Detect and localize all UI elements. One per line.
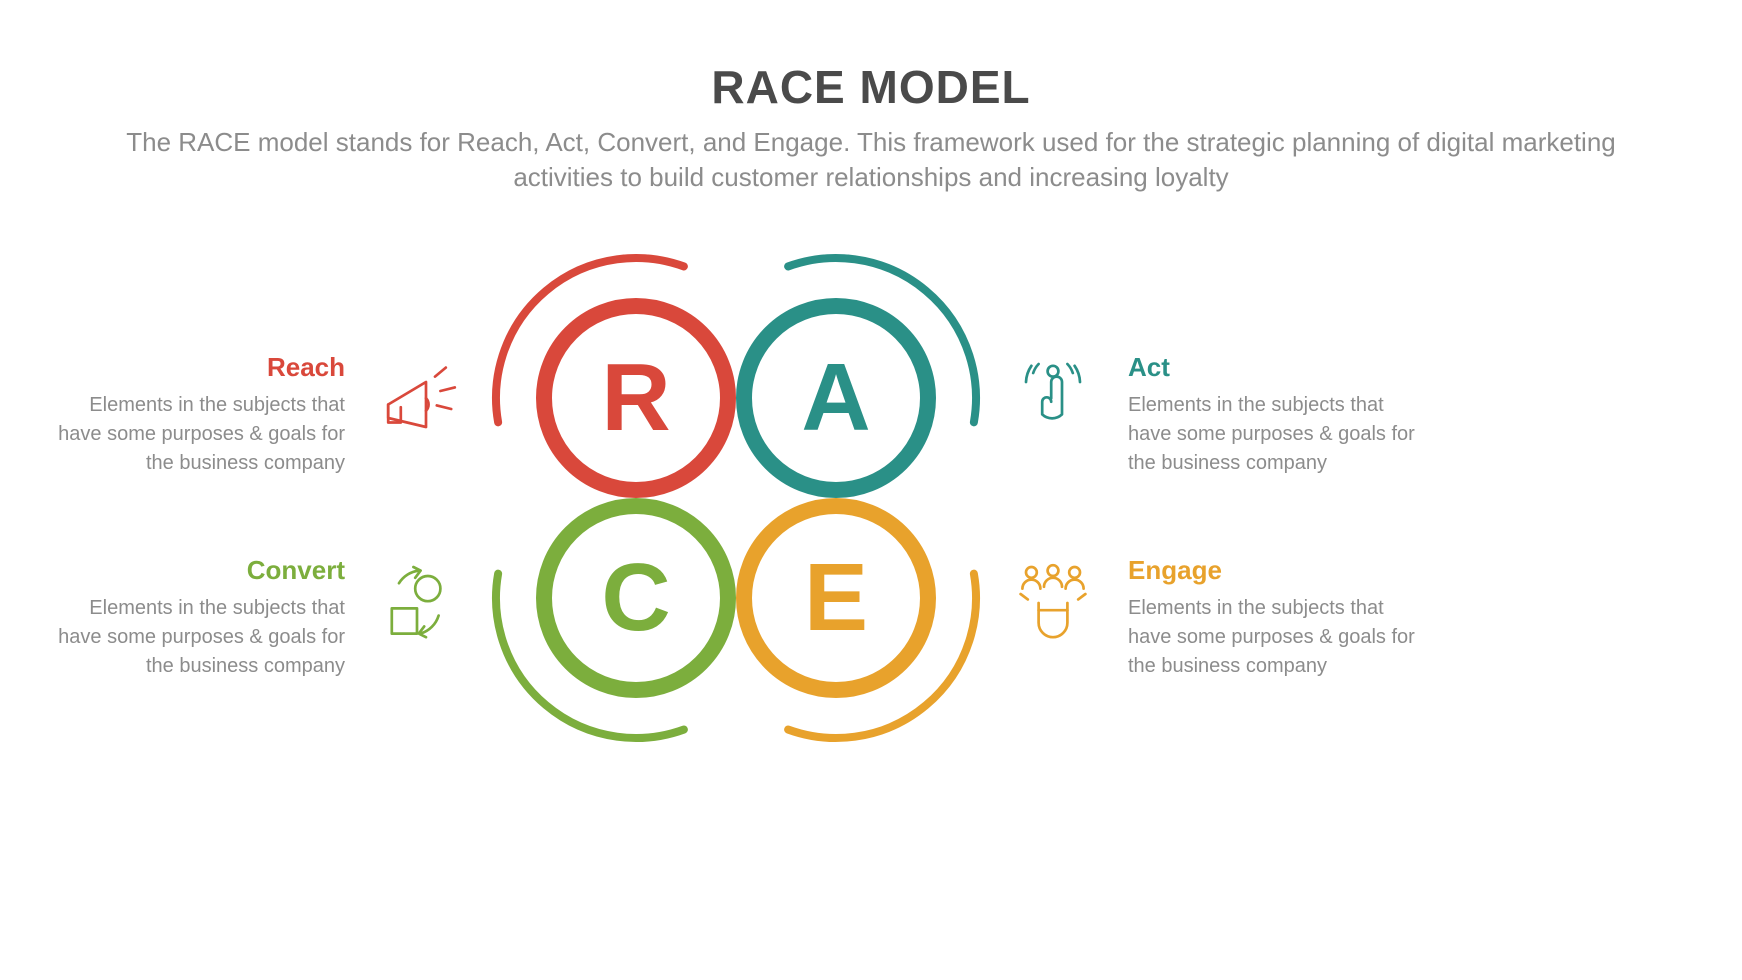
circle-c: C	[536, 498, 736, 698]
arc-a	[788, 258, 976, 422]
label-title-engage: Engage	[1128, 555, 1428, 586]
label-desc-engage: Elements in the subjects that have some …	[1128, 594, 1428, 681]
label-desc-act: Elements in the subjects that have some …	[1128, 391, 1428, 478]
cycle-icon	[372, 558, 462, 648]
label-title-act: Act	[1128, 352, 1428, 383]
label-desc-convert: Elements in the subjects that have some …	[45, 594, 345, 681]
circle-a: A	[736, 298, 936, 498]
circle-e: E	[736, 498, 936, 698]
page-title: RACE MODEL	[0, 60, 1742, 114]
label-engage: Engage Elements in the subjects that have…	[1128, 555, 1428, 681]
label-convert: Convert Elements in the subjects that hav…	[45, 555, 345, 681]
tap-icon	[1008, 355, 1098, 445]
label-title-reach: Reach	[45, 352, 345, 383]
circle-r: R	[536, 298, 736, 498]
label-reach: Reach Elements in the subjects that have …	[45, 352, 345, 478]
label-desc-reach: Elements in the subjects that have some …	[45, 391, 345, 478]
circle-letter-e: E	[804, 543, 868, 653]
circle-letter-c: C	[601, 543, 670, 653]
page-subtitle: The RACE model stands for Reach, Act, Co…	[80, 125, 1662, 195]
arc-e	[788, 574, 976, 738]
circle-letter-r: R	[601, 343, 670, 453]
magnet-people-icon	[1008, 558, 1098, 648]
megaphone-icon	[372, 355, 462, 445]
label-act: Act Elements in the subjects that have so…	[1128, 352, 1428, 478]
circle-letter-a: A	[801, 343, 870, 453]
arc-c	[496, 574, 684, 738]
label-title-convert: Convert	[45, 555, 345, 586]
arc-r	[496, 258, 684, 422]
